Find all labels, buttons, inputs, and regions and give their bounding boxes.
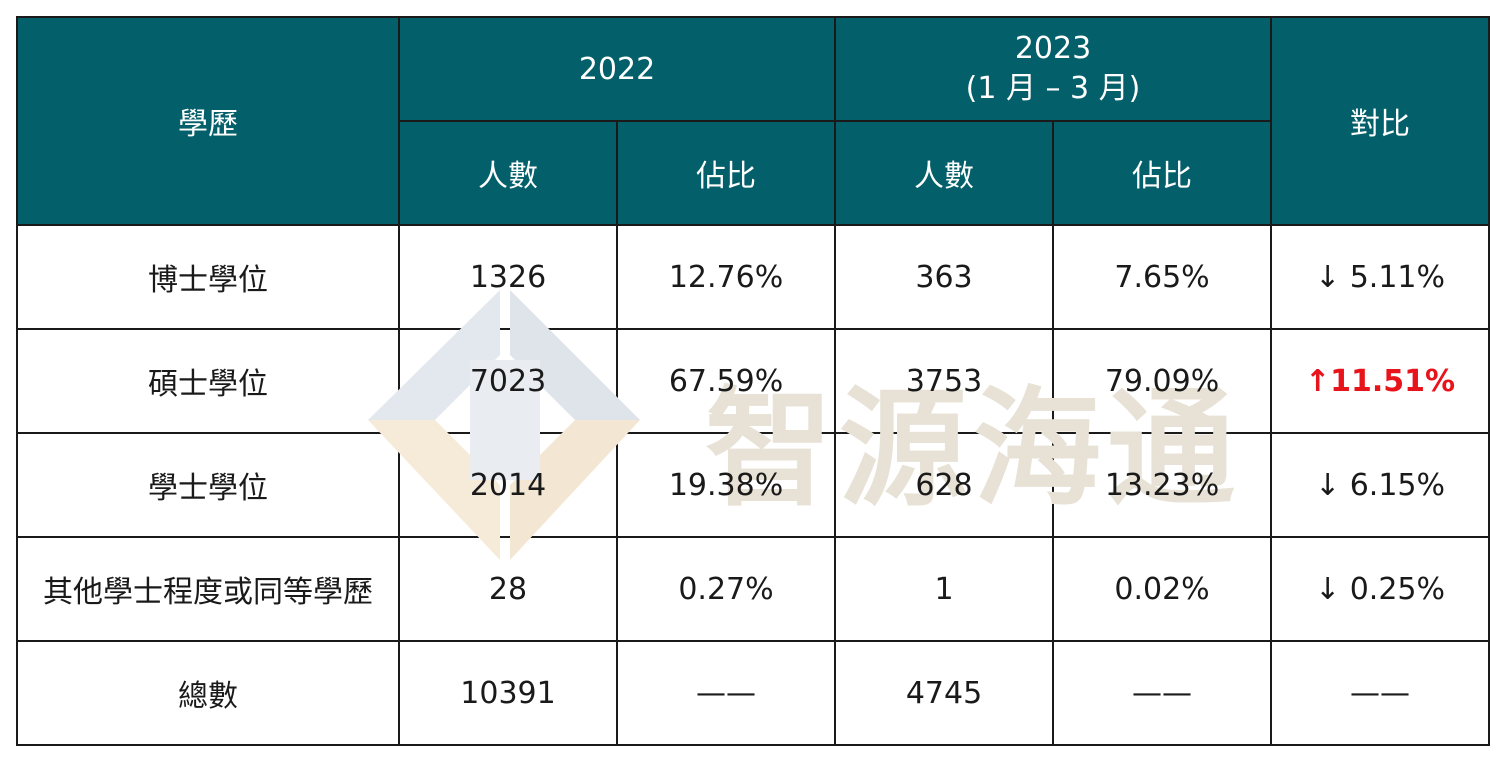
cell-count-2023: 1 — [834, 536, 1055, 642]
cell-count-2022: 2014 — [398, 432, 618, 538]
cell-share-2022: 0.27% — [615, 536, 837, 642]
header-share-2023: 佔比 — [1052, 120, 1273, 226]
cell-count-2023: 4745 — [834, 640, 1055, 746]
cell-share-2023: 7.65% — [1052, 224, 1273, 330]
row-label: 博士學位 — [16, 224, 400, 330]
row-label: 學士學位 — [16, 432, 400, 538]
cell-count-2022: 10391 — [398, 640, 618, 746]
cell-share-2023: 13.23% — [1052, 432, 1273, 538]
cell-count-2022: 7023 — [398, 328, 618, 434]
header-share-2022: 佔比 — [615, 120, 837, 226]
header-year-2023: 2023 (1 月 – 3 月) — [834, 16, 1273, 122]
cell-share-2023: —— — [1052, 640, 1273, 746]
row-label: 其他學士程度或同等學歷 — [16, 536, 400, 642]
cell-share-2023: 0.02% — [1052, 536, 1273, 642]
header-comparison: 對比 — [1270, 16, 1491, 226]
cell-count-2023: 363 — [834, 224, 1055, 330]
row-label: 總數 — [16, 640, 400, 746]
cell-share-2023: 79.09% — [1052, 328, 1273, 434]
header-count-2023: 人數 — [834, 120, 1055, 226]
cell-change-highlight: ↑11.51% — [1270, 328, 1491, 434]
cell-count-2023: 628 — [834, 432, 1055, 538]
education-table: 學歷 2022 2023 (1 月 – 3 月) 對比 人數 佔比 人數 佔比 … — [16, 16, 1491, 746]
cell-change: —— — [1270, 640, 1491, 746]
data-table-wrapper: 學歷 2022 2023 (1 月 – 3 月) 對比 人數 佔比 人數 佔比 … — [16, 16, 1491, 746]
cell-change: ↓ 5.11% — [1270, 224, 1491, 330]
header-education: 學歷 — [16, 16, 400, 226]
cell-count-2022: 28 — [398, 536, 618, 642]
table-row: 學士學位 2014 19.38% 628 13.23% ↓ 6.15% — [16, 432, 1491, 538]
cell-change: ↓ 0.25% — [1270, 536, 1491, 642]
table-row: 其他學士程度或同等學歷 28 0.27% 1 0.02% ↓ 0.25% — [16, 536, 1491, 642]
cell-count-2023: 3753 — [834, 328, 1055, 434]
row-label: 碩士學位 — [16, 328, 400, 434]
header-count-2022: 人數 — [398, 120, 618, 226]
table-row: 碩士學位 7023 67.59% 3753 79.09% ↑11.51% — [16, 328, 1491, 434]
cell-share-2022: 67.59% — [615, 328, 837, 434]
cell-share-2022: —— — [615, 640, 837, 746]
table-row: 博士學位 1326 12.76% 363 7.65% ↓ 5.11% — [16, 224, 1491, 330]
header-year-2023-period: (1 月 – 3 月) — [965, 71, 1141, 106]
cell-share-2022: 12.76% — [615, 224, 837, 330]
header-year-2022: 2022 — [397, 16, 837, 122]
cell-share-2022: 19.38% — [615, 432, 837, 538]
cell-change: ↓ 6.15% — [1270, 432, 1491, 538]
header-year-2023-label: 2023 — [1014, 31, 1092, 66]
cell-count-2022: 1326 — [398, 224, 618, 330]
table-row-total: 總數 10391 —— 4745 —— —— — [16, 640, 1491, 746]
